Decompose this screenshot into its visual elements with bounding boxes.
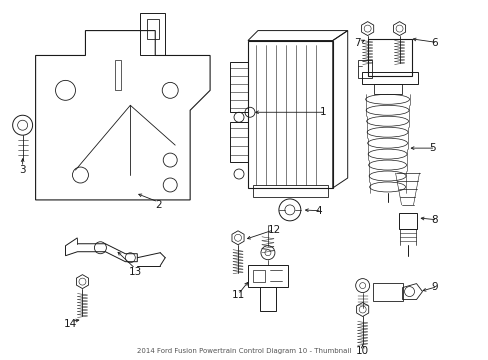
Text: 12: 12 (267, 225, 281, 235)
Text: 13: 13 (128, 267, 142, 276)
Bar (229, 62, 247, 112)
Text: 2: 2 (155, 200, 161, 210)
Bar (229, 122, 247, 162)
Text: 7: 7 (353, 37, 360, 48)
Text: 3: 3 (20, 165, 26, 175)
Bar (372, 283, 402, 301)
Bar (147, 19, 159, 39)
Text: 10: 10 (355, 346, 368, 356)
Text: 11: 11 (232, 289, 245, 300)
Text: 1: 1 (319, 107, 326, 117)
Bar (398, 213, 416, 229)
Bar (373, 84, 401, 94)
Text: 14: 14 (64, 319, 77, 329)
Bar (260, 287, 275, 311)
Bar (367, 39, 411, 76)
Text: 8: 8 (430, 215, 437, 225)
Bar (357, 60, 371, 78)
Text: 6: 6 (430, 37, 437, 48)
Bar (361, 72, 417, 84)
Bar (247, 265, 287, 287)
Bar (252, 270, 264, 282)
Text: 5: 5 (428, 143, 435, 153)
Bar (115, 60, 121, 90)
Text: 2014 Ford Fusion Powertrain Control Diagram 10 - Thumbnail: 2014 Ford Fusion Powertrain Control Diag… (137, 348, 350, 354)
Bar (252, 185, 327, 197)
Text: 9: 9 (430, 282, 437, 292)
Bar (247, 41, 332, 188)
Text: 4: 4 (315, 206, 322, 216)
